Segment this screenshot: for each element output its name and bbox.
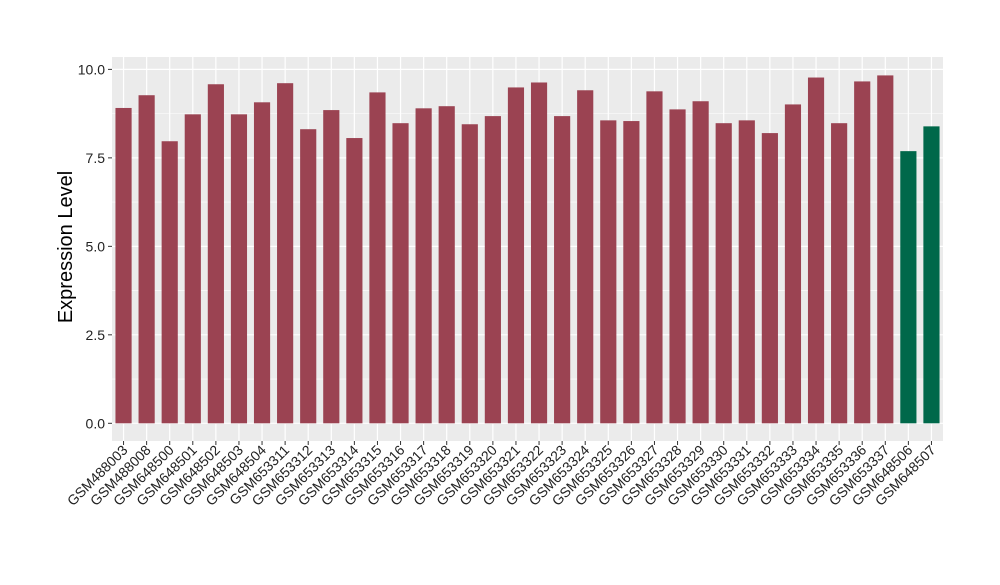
plot-panel: [112, 57, 943, 441]
bar-GSM653328: [669, 109, 686, 424]
bar-GSM653337: [877, 75, 894, 424]
bar-GSM653322: [530, 82, 548, 424]
bar-GSM648501: [184, 114, 201, 424]
y-axis: 0.0 2.5 5.0 7.5 10.0: [78, 61, 112, 431]
bar-GSM648502: [207, 84, 224, 424]
y-tick-label: 2.5: [86, 327, 106, 343]
bar-GSM653311: [277, 83, 294, 424]
y-tick-label: 5.0: [86, 238, 106, 254]
bar-GSM653333: [784, 104, 802, 424]
bar-GSM653313: [323, 110, 340, 424]
bar-GSM653331: [738, 120, 755, 424]
bar-GSM653332: [761, 133, 778, 424]
bar-GSM653326: [623, 121, 640, 424]
bar-GSM648503: [230, 114, 248, 424]
bars: [115, 75, 940, 424]
bar-GSM648506: [900, 151, 917, 424]
y-axis-label: Expression Level: [55, 171, 77, 323]
bar-GSM653312: [300, 129, 317, 424]
bar-GSM653325: [600, 120, 617, 424]
bar-GSM488008: [138, 95, 155, 424]
bar-GSM653314: [346, 138, 363, 424]
y-tick-label: 7.5: [86, 150, 106, 166]
bar-GSM653334: [807, 77, 825, 424]
y-tick-label: 10.0: [78, 61, 105, 77]
bar-GSM653329: [692, 101, 709, 424]
bar-GSM653318: [438, 106, 455, 424]
bar-GSM653315: [369, 92, 386, 424]
bar-GSM648500: [161, 141, 178, 424]
bar-GSM653323: [554, 116, 571, 424]
bar-GSM653321: [507, 87, 525, 424]
bar-GSM488003: [115, 107, 132, 424]
bar-GSM653317: [415, 108, 432, 424]
y-tick-label: 0.0: [86, 415, 106, 431]
x-axis: GSM488003GSM488008GSM648500GSM648501GSM6…: [64, 441, 939, 509]
bar-GSM648504: [253, 102, 271, 424]
bar-GSM653320: [484, 116, 501, 424]
bar-GSM653324: [577, 90, 594, 424]
bar-GSM653319: [461, 124, 478, 424]
bar-GSM653335: [831, 123, 848, 424]
bar-GSM653327: [646, 91, 663, 424]
bar-GSM648507: [923, 126, 940, 424]
bar-GSM653330: [715, 123, 732, 424]
bar-GSM653336: [854, 81, 871, 424]
bar-GSM653316: [392, 123, 409, 424]
